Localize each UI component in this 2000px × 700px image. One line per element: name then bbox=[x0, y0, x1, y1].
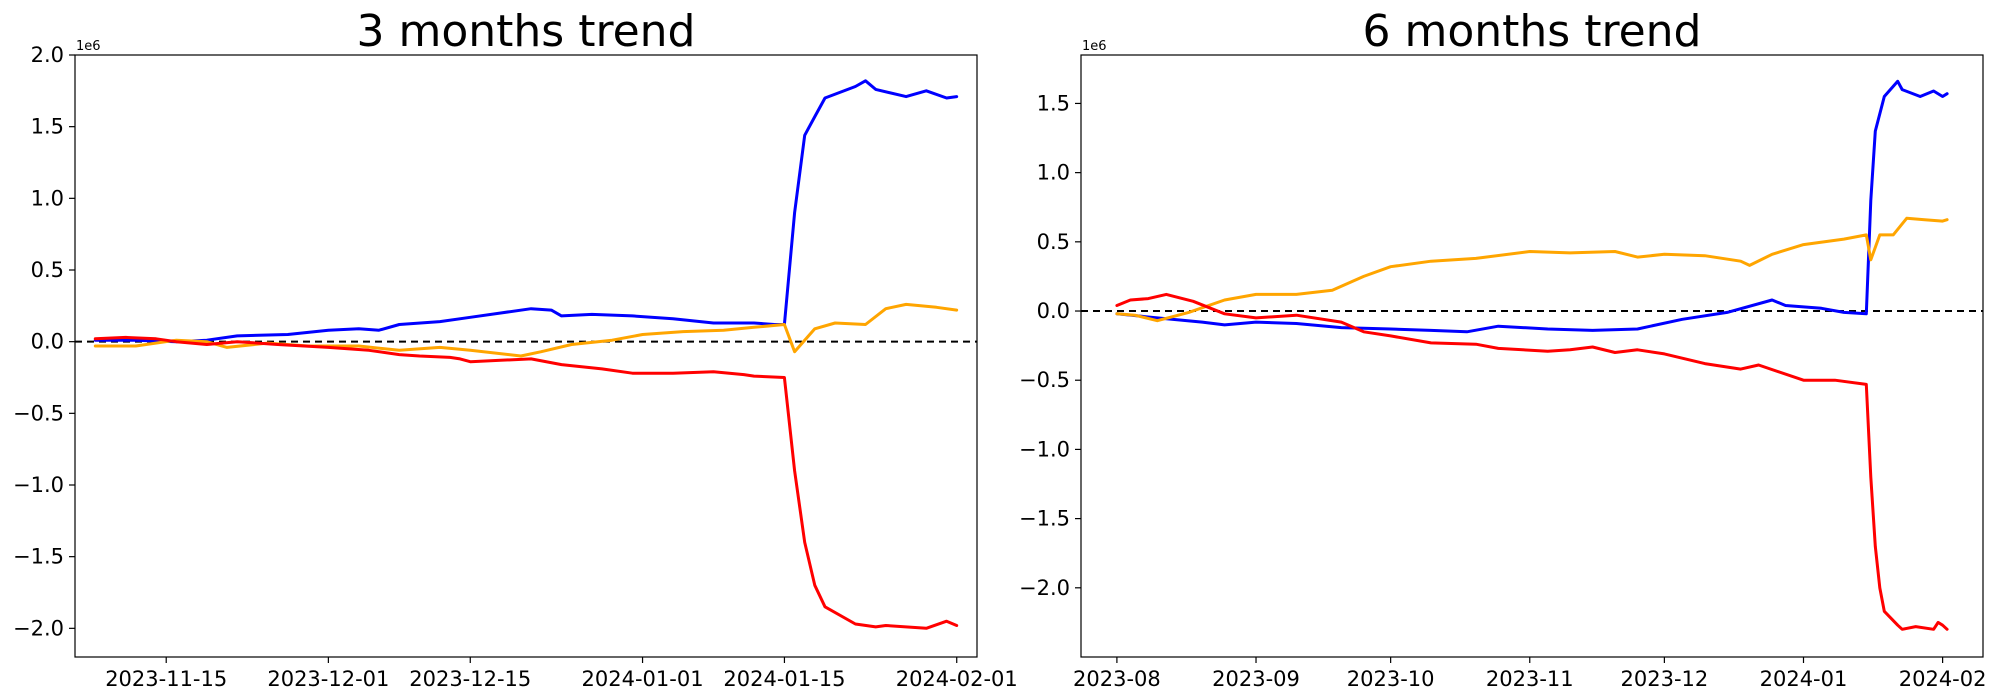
y-tick-label: −1.0 bbox=[1019, 437, 1070, 461]
y-tick-label: 0.5 bbox=[31, 258, 64, 282]
y-tick-label: −1.0 bbox=[13, 473, 64, 497]
y-tick-label: −1.5 bbox=[13, 545, 64, 569]
x-tick-label: 2023-12-15 bbox=[409, 667, 531, 691]
x-tick-label: 2023-09 bbox=[1212, 667, 1300, 691]
y-tick-label: −0.5 bbox=[1019, 368, 1070, 392]
chart-title: 3 months trend bbox=[357, 6, 696, 57]
y-tick-label: 1.5 bbox=[1037, 91, 1070, 115]
y-tick-label: 0.0 bbox=[31, 330, 64, 354]
x-tick-label: 2023-10 bbox=[1347, 667, 1435, 691]
y-tick-label: 0.5 bbox=[1037, 230, 1070, 254]
chart-title: 6 months trend bbox=[1363, 6, 1702, 57]
y-tick-label: −0.5 bbox=[13, 401, 64, 425]
y-tick-label: 0.0 bbox=[1037, 299, 1070, 323]
plot-frame bbox=[1080, 54, 1984, 658]
x-tick-label: 2024-01-01 bbox=[582, 667, 704, 691]
series-line-0 bbox=[93, 79, 959, 344]
series-line-1 bbox=[93, 302, 959, 358]
y-tick-label: 1.0 bbox=[31, 186, 64, 210]
y-tick-label: −2.0 bbox=[13, 616, 64, 640]
y-tick-label: 2.0 bbox=[31, 43, 64, 67]
x-tick-label: 2024-01 bbox=[1760, 667, 1848, 691]
x-tick-label: 2023-11 bbox=[1486, 667, 1574, 691]
y-offset-label: 1e6 bbox=[1082, 39, 1107, 54]
panel-6-months: 6 months trend 1e6 1.5 1.0 0.5 0.0 −0.5 −1.0 −… bbox=[1019, 6, 1986, 691]
y-offset-label: 1e6 bbox=[76, 39, 101, 54]
x-tick-label: 2024-02-01 bbox=[896, 667, 1018, 691]
y-tick-label: 1.5 bbox=[31, 115, 64, 139]
y-tick-label: −1.5 bbox=[1019, 507, 1070, 531]
y-tick-label: −2.0 bbox=[1019, 576, 1070, 600]
series-line-2 bbox=[93, 335, 959, 630]
plot-frame bbox=[74, 54, 978, 658]
series-line-1 bbox=[1115, 216, 1949, 323]
series-line-0 bbox=[1115, 79, 1949, 334]
panel-3-months: 3 months trend 1e6 2.0 1.5 1.0 0.5 0.0 −0.5 −1… bbox=[13, 6, 1018, 691]
x-tick-label: 2023-12 bbox=[1621, 667, 1709, 691]
x-tick-label: 2024-02 bbox=[1899, 667, 1987, 691]
x-tick-label: 2023-11-15 bbox=[105, 667, 227, 691]
y-tick-label: 1.0 bbox=[1037, 161, 1070, 185]
series-line-2 bbox=[1115, 292, 1949, 631]
x-tick-label: 2023-12-01 bbox=[267, 667, 389, 691]
x-tick-label: 2023-08 bbox=[1073, 667, 1161, 691]
x-tick-label: 2024-01-15 bbox=[723, 667, 845, 691]
